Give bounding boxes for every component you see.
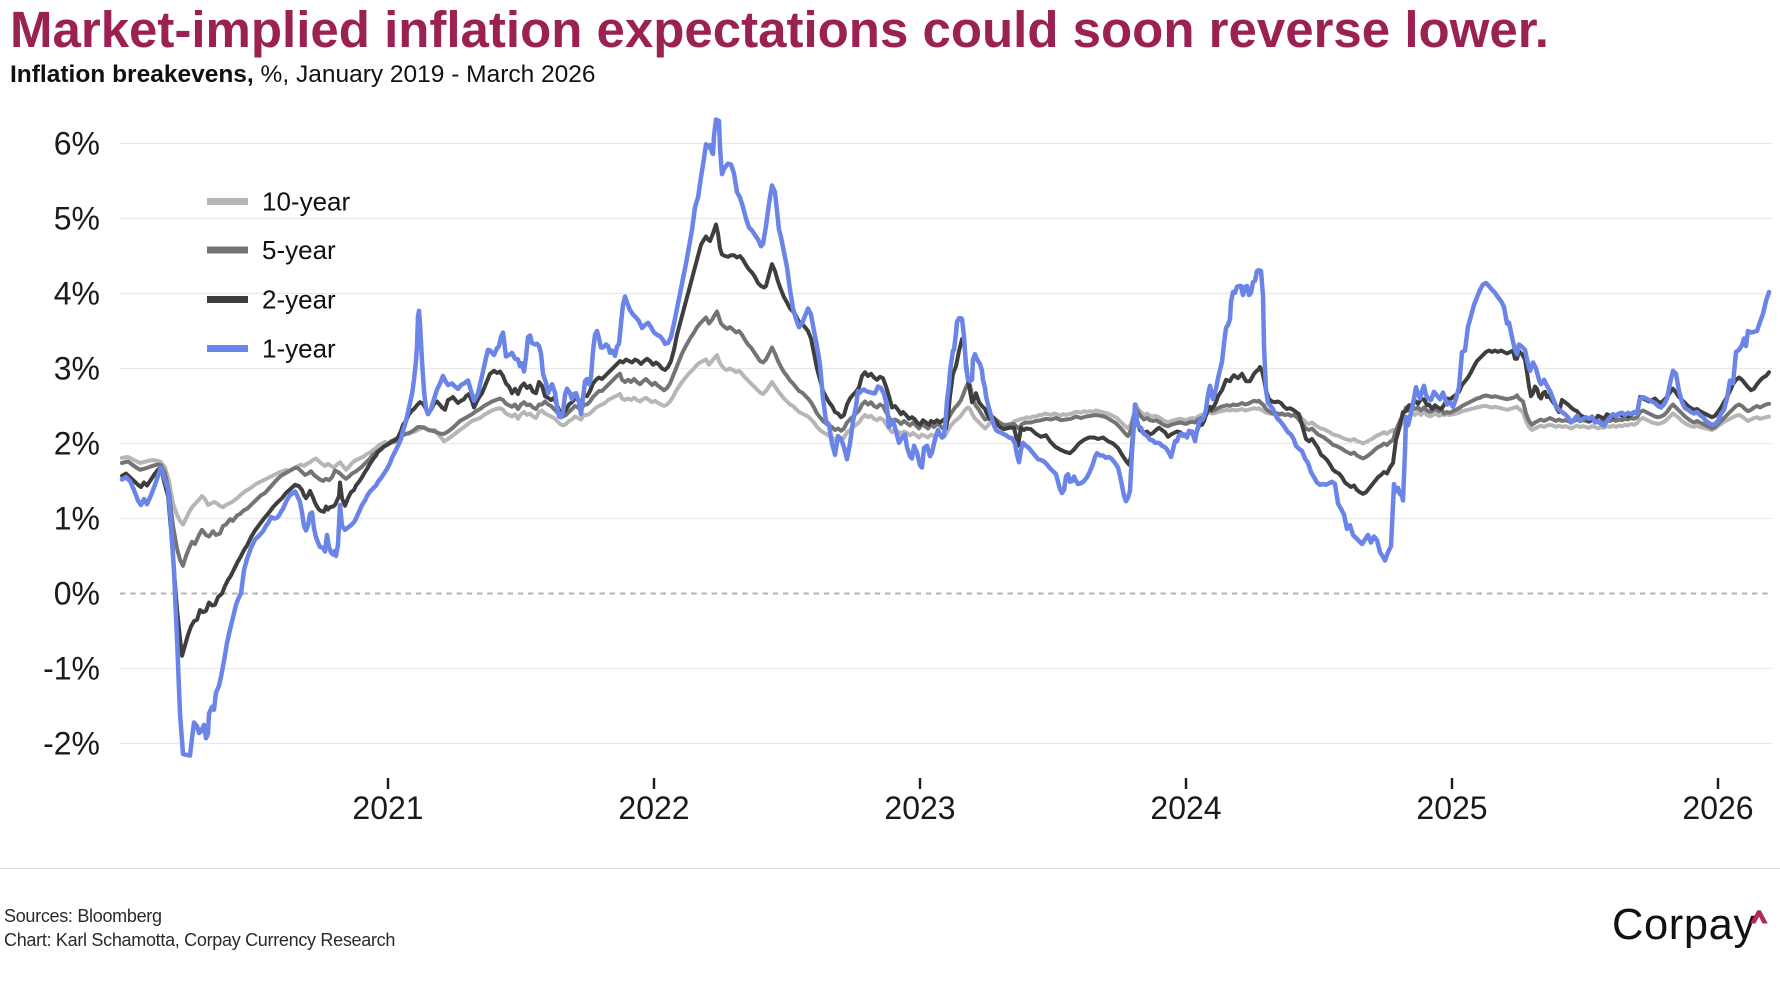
svg-text:0%: 0% bbox=[54, 576, 100, 612]
svg-text:1-year: 1-year bbox=[262, 334, 336, 364]
svg-text:5%: 5% bbox=[54, 201, 100, 237]
svg-text:2-year: 2-year bbox=[262, 285, 336, 315]
svg-text:2025: 2025 bbox=[1416, 790, 1487, 826]
svg-text:2%: 2% bbox=[54, 426, 100, 462]
svg-text:2023: 2023 bbox=[884, 790, 955, 826]
svg-text:4%: 4% bbox=[54, 276, 100, 312]
svg-text:6%: 6% bbox=[54, 126, 100, 162]
svg-text:-1%: -1% bbox=[43, 651, 100, 687]
svg-text:5-year: 5-year bbox=[262, 235, 336, 265]
svg-text:2024: 2024 bbox=[1150, 790, 1221, 826]
svg-text:2022: 2022 bbox=[618, 790, 689, 826]
svg-text:10-year: 10-year bbox=[262, 187, 350, 217]
svg-text:-2%: -2% bbox=[43, 726, 100, 762]
svg-text:3%: 3% bbox=[54, 351, 100, 387]
svg-text:1%: 1% bbox=[54, 501, 100, 537]
svg-text:2021: 2021 bbox=[352, 790, 423, 826]
svg-text:2026: 2026 bbox=[1682, 790, 1753, 826]
